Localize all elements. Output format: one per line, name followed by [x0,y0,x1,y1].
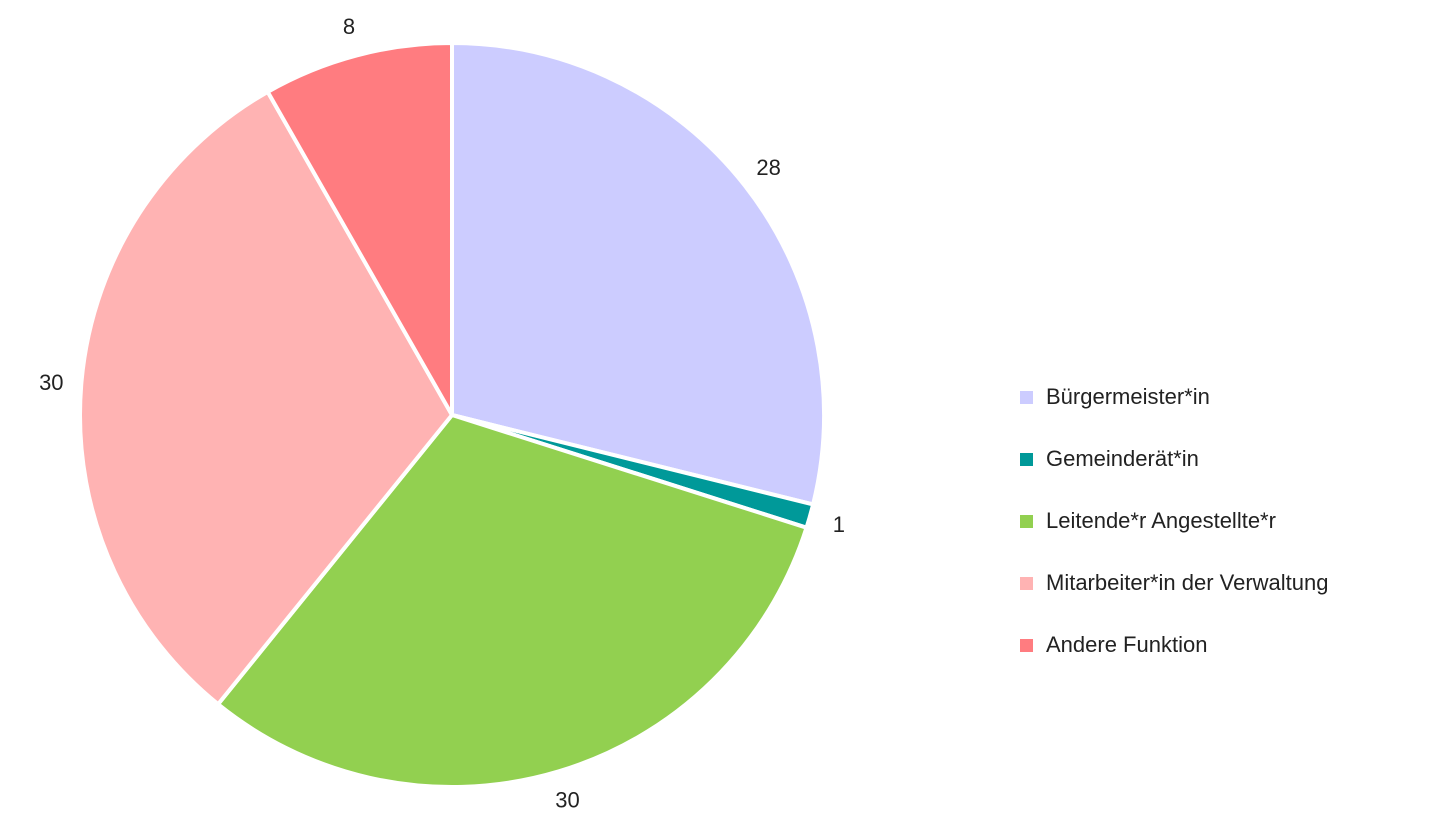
legend-item-gemeinderaet: Gemeinderät*in [1020,443,1328,475]
legend-item-leitende-angestellte: Leitende*r Angestellte*r [1020,505,1328,537]
pie-slice-buergermeister-in [450,41,826,507]
data-label-andere-funktion: 8 [343,14,355,39]
legend-swatch [1020,576,1033,590]
legend-item-andere-funktion: Andere Funktion [1020,629,1328,661]
data-label-gemeinderaet-in: 1 [833,512,845,537]
data-label-leitende-r-angestellte-r: 30 [555,788,579,813]
legend-label: Gemeinderät*in [1046,446,1199,471]
legend-swatch [1020,452,1033,466]
legend-label: Andere Funktion [1046,632,1208,657]
legend-swatch [1020,514,1033,528]
legend-label: Mitarbeiter*in der Verwaltung [1046,570,1329,595]
legend: Bürgermeister*in Gemeinderät*in Leitende… [1020,381,1328,661]
pie-slice-andere-funktion [265,41,454,417]
legend-label: Leitende*r Angestellte*r [1046,508,1276,533]
pie-data-labels: 28 1 30 30 8 [39,14,845,813]
data-label-buergermeister-in: 28 [756,155,780,180]
pie-slices [78,41,826,789]
legend-swatch [1020,390,1033,404]
data-label-mitarbeiter-in-der-verwaltung: 30 [39,370,63,395]
legend-swatch [1020,638,1033,652]
legend-item-mitarbeiter-verwaltung: Mitarbeiter*in der Verwaltung [1020,567,1328,599]
pie-slice-mitarbeiter-in-der-verwaltung [78,89,454,707]
pie-slice-leitende-r-angestellte-r [216,413,809,789]
legend-label: Bürgermeister*in [1046,384,1210,409]
legend-item-buergermeister: Bürgermeister*in [1020,381,1328,413]
